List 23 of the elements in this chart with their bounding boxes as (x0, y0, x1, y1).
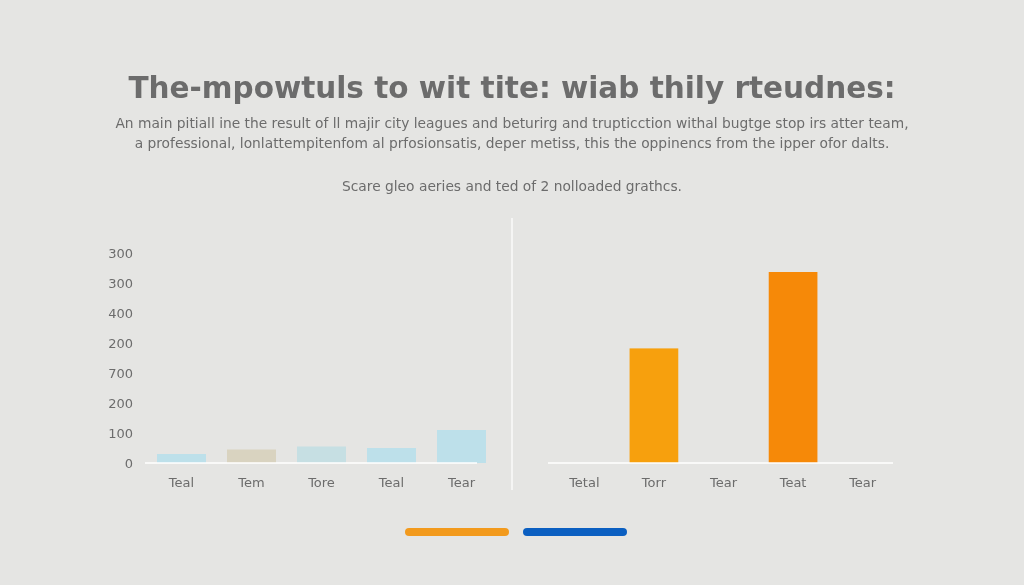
x-tick-label: Teal (167, 474, 195, 490)
x-tick-label: Tetal (568, 474, 600, 490)
x-tick-label: Teat (778, 474, 807, 490)
text: 400 (108, 305, 133, 321)
text: 300 (108, 275, 133, 291)
y-tick-label: 100 (108, 425, 133, 441)
x-tick-label: Torr (640, 474, 667, 490)
y-tick-label: 200 (108, 395, 133, 411)
x-tick-label: Tem (237, 474, 265, 490)
bar (367, 448, 416, 463)
x-tick-label: Tear (848, 474, 877, 490)
text: 700 (108, 365, 133, 381)
x-tick-label: Tear (446, 474, 476, 490)
text: An main pitiall ine the result of ll majir city leagues and beturirg and trupticction withal bugtge stop irs atter team, a professional, lonlattempitenfom al prfosionsatis, deper metiss, this the oppinencs from the ipper ofor dalts. (115, 114, 909, 151)
bar (437, 430, 486, 463)
text: Scare gleo aeries and ted of 2 nolloaded grathcs. (341, 177, 683, 194)
chart-title: The-mpowtuls to wit tite: wiab thily rteudnes: (128, 71, 896, 106)
x-tick-label: Tore (307, 474, 335, 490)
bar (297, 446, 346, 463)
text: 300 (108, 245, 133, 261)
y-tick-label: 0 (124, 455, 133, 471)
x-tick-label: Teal (377, 474, 405, 490)
x-tick-label: Tear (708, 474, 738, 490)
